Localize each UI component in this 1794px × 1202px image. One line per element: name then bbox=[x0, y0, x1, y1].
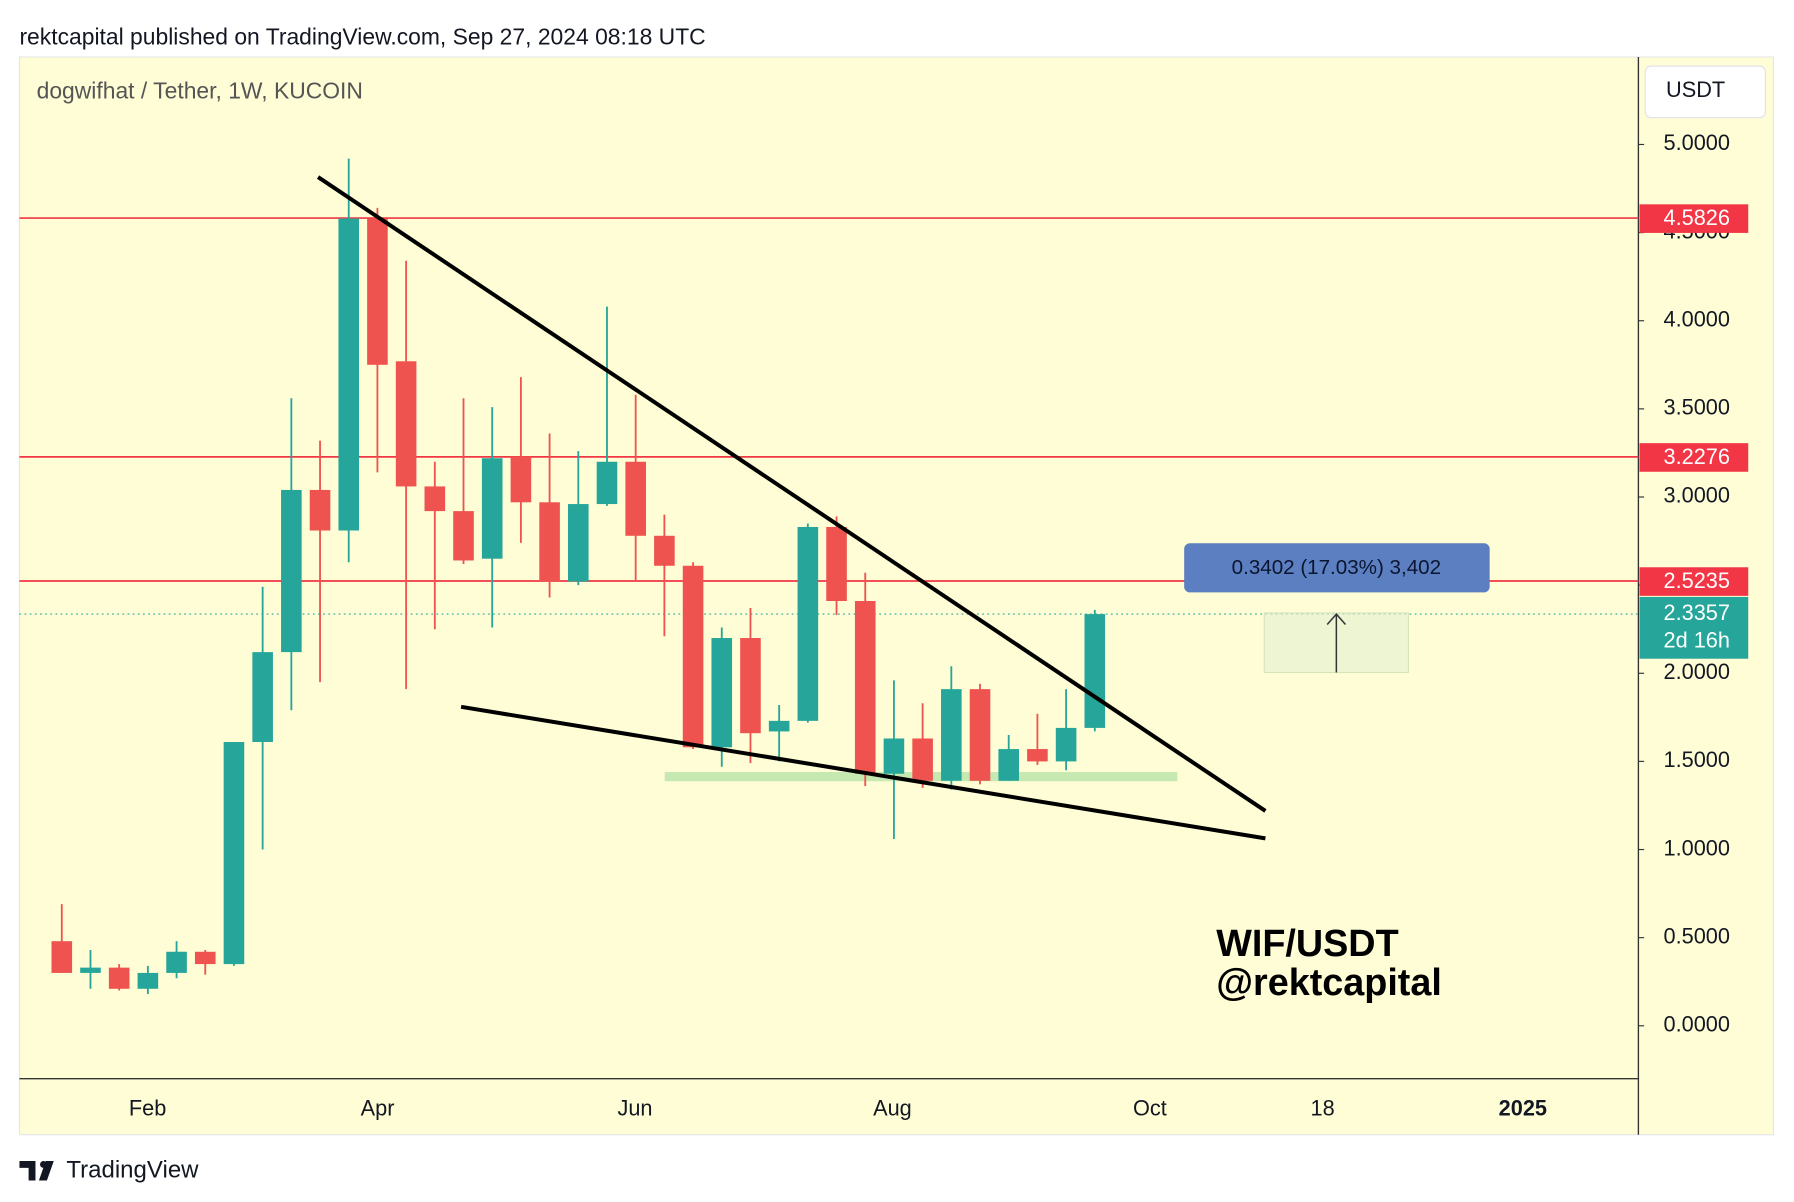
x-tick-label: Oct bbox=[1133, 1095, 1167, 1120]
candle-body bbox=[969, 689, 991, 781]
candle-body bbox=[998, 749, 1020, 781]
candle-body bbox=[309, 489, 331, 531]
x-tick-label: Aug bbox=[873, 1095, 912, 1120]
candle-body bbox=[883, 738, 905, 774]
level-label-box bbox=[1639, 204, 1749, 233]
candle-body bbox=[596, 461, 618, 505]
x-tick-label: 18 bbox=[1311, 1095, 1335, 1120]
candle-body bbox=[826, 526, 847, 602]
candle-body bbox=[1027, 749, 1048, 762]
candle-body bbox=[395, 361, 417, 487]
candle-body bbox=[682, 565, 704, 748]
level-label: 3.2276 bbox=[1664, 444, 1730, 469]
y-tick-label: 4.0000 bbox=[1664, 306, 1730, 331]
y-tick-label: 0.0000 bbox=[1664, 1012, 1730, 1037]
candle-body bbox=[1084, 614, 1106, 728]
candle-body bbox=[194, 951, 216, 965]
currency-label[interactable]: USDT bbox=[1666, 77, 1725, 102]
x-tick-label: 2025 bbox=[1499, 1095, 1547, 1120]
candle-body bbox=[223, 742, 245, 965]
candle-body bbox=[941, 689, 962, 781]
last-price-label: 2.3357 bbox=[1664, 600, 1730, 625]
candle-body bbox=[912, 738, 933, 781]
level-label: 4.5826 bbox=[1664, 205, 1730, 230]
candle-body bbox=[367, 218, 388, 365]
publish-header: rektcapital published on TradingView.com… bbox=[19, 24, 705, 50]
brand-icon bbox=[19, 1161, 54, 1181]
candle-body bbox=[625, 461, 646, 536]
annotation: @rektcapital bbox=[1216, 961, 1442, 1003]
y-tick-label: 3.5000 bbox=[1664, 395, 1730, 420]
countdown-label: 2d 16h bbox=[1664, 627, 1730, 652]
brand-name: TradingView bbox=[66, 1157, 199, 1184]
candle-body bbox=[338, 218, 360, 531]
candle-body bbox=[108, 967, 130, 989]
candle-body bbox=[252, 652, 273, 743]
candle-body bbox=[453, 511, 474, 561]
level-label-box bbox=[1639, 567, 1749, 596]
candle-body bbox=[567, 504, 589, 582]
x-tick-label: Jun bbox=[617, 1095, 652, 1120]
measure-label: 0.3402 (17.03%) 3,402 bbox=[1232, 556, 1441, 579]
candle-body bbox=[854, 601, 876, 774]
level-label-box bbox=[1639, 443, 1749, 472]
candle-body bbox=[166, 951, 187, 973]
candle-body bbox=[137, 972, 159, 989]
candle-body bbox=[797, 526, 819, 721]
candle-body bbox=[424, 486, 446, 512]
y-tick-label: 0.5000 bbox=[1664, 923, 1730, 948]
x-tick-label: Apr bbox=[361, 1095, 395, 1120]
measure-label-box bbox=[1184, 543, 1490, 593]
chart-panel bbox=[18, 56, 1774, 1136]
symbol-title: dogwifhat / Tether, 1W, KUCOIN bbox=[37, 77, 363, 103]
currency-button[interactable] bbox=[1644, 65, 1766, 119]
drawings: 0.3402 (17.03%) 3,402 WIF/USDT @rektcapi… bbox=[316, 175, 1490, 1003]
candle-body bbox=[510, 456, 532, 503]
y-tick-label: 3.0000 bbox=[1664, 483, 1730, 508]
y-tick-label: 1.5000 bbox=[1664, 747, 1730, 772]
last-price-box bbox=[1639, 596, 1749, 659]
y-tick-label: 2.0000 bbox=[1664, 659, 1730, 684]
lower-trendline bbox=[460, 704, 1266, 841]
y-tick-label: 1.0000 bbox=[1664, 835, 1730, 860]
candle-body bbox=[539, 502, 560, 582]
candle-body bbox=[654, 535, 675, 566]
y-tick-label: 5.0000 bbox=[1664, 130, 1730, 155]
x-tick-label: Feb bbox=[129, 1095, 166, 1120]
candle-body bbox=[1055, 727, 1077, 762]
brand-icon-dot bbox=[40, 1161, 47, 1168]
candle-body bbox=[51, 941, 73, 973]
brand-logo: TradingView bbox=[19, 1157, 199, 1184]
candle-body bbox=[281, 489, 302, 653]
candle-body bbox=[80, 967, 101, 973]
candle-body bbox=[740, 638, 761, 734]
upper-trendline bbox=[316, 175, 1267, 813]
annotation: WIF/USDT bbox=[1216, 922, 1398, 964]
level-label: 2.5235 bbox=[1664, 568, 1730, 593]
candle-body bbox=[711, 638, 733, 748]
candle-body bbox=[481, 458, 503, 559]
measure-arrow-head bbox=[1326, 613, 1347, 625]
candle-body bbox=[768, 720, 790, 732]
